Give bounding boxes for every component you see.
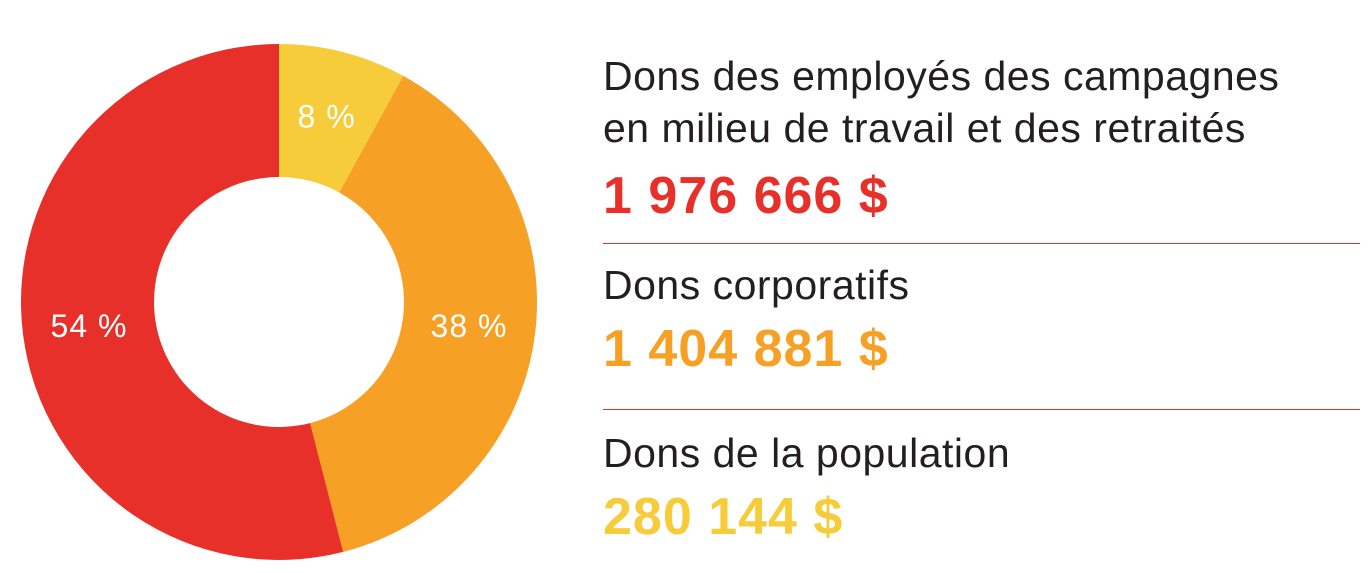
donut-slice	[21, 44, 344, 560]
legend-amount-employes: 1 976 666 $	[603, 167, 889, 225]
legend-name-employes-line1: Dons des employés des campagnes	[603, 53, 1280, 99]
donut-slice-label: 38 %	[431, 308, 508, 344]
legend-name-corporatifs: Dons corporatifs	[603, 262, 910, 308]
legend-name-employes-line2: en milieu de travail et des retraités	[603, 105, 1246, 151]
donut-slice-label: 54 %	[51, 308, 128, 344]
donut-slices	[21, 44, 537, 560]
legend-amount-corporatifs: 1 404 881 $	[603, 320, 889, 378]
legend-divider	[603, 243, 1360, 244]
donut-slice-labels: 8 % 38 % 54 %	[51, 99, 508, 344]
legend-divider	[603, 409, 1360, 410]
legend-entry-corporatifs: Dons corporatifs 1 404 881 $	[603, 259, 1360, 379]
legend-entry-population: Dons de la population 280 144 $	[603, 427, 1360, 547]
donut-slice-label: 8 %	[298, 99, 356, 135]
legend-amount-population: 280 144 $	[603, 488, 844, 546]
donut-slice	[310, 75, 537, 552]
donut-chart: 8 % 38 % 54 %	[21, 44, 537, 560]
legend-entry-employes: Dons des employés des campagnes en milie…	[603, 50, 1360, 226]
legend-name-population: Dons de la population	[603, 430, 1011, 476]
donut-slice	[279, 44, 404, 193]
